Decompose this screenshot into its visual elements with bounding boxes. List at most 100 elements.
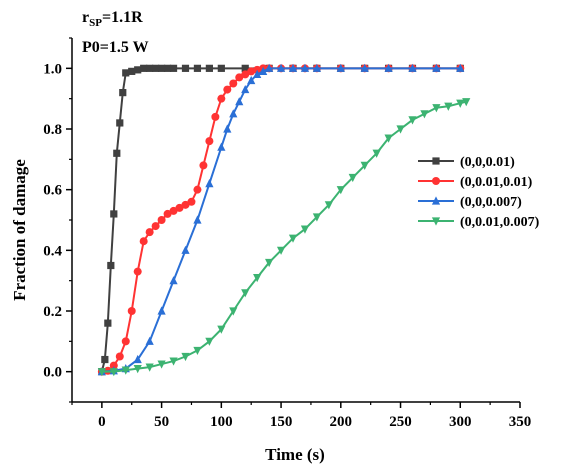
data-point <box>247 67 256 76</box>
y-axis-title: Fraction of damage <box>10 159 29 301</box>
data-point <box>217 142 226 151</box>
data-point <box>384 134 393 143</box>
data-point <box>432 104 441 113</box>
data-point <box>128 67 136 75</box>
data-point <box>140 64 148 72</box>
x-tick-label: 50 <box>154 414 169 430</box>
legend-item: (0,0,0.01) <box>418 155 515 170</box>
legend-item: (0,0,0.007) <box>418 195 522 210</box>
data-point <box>420 110 429 119</box>
data-point <box>396 125 405 134</box>
data-point <box>300 63 310 72</box>
data-point <box>97 368 106 377</box>
x-axis-title: Time (s) <box>265 445 325 464</box>
data-point <box>145 363 154 372</box>
x-tick-label: 250 <box>389 414 412 430</box>
data-point <box>122 69 130 77</box>
data-point <box>169 206 178 215</box>
y-tick-label: 0.4 <box>43 243 62 259</box>
data-point <box>169 276 178 285</box>
data-point <box>253 274 262 283</box>
data-point <box>169 357 178 366</box>
data-point <box>181 352 190 362</box>
x-tick-label: 200 <box>330 414 353 430</box>
data-point <box>145 336 154 345</box>
data-point <box>134 66 142 74</box>
data-point <box>127 307 136 315</box>
data-point <box>217 64 225 72</box>
annotation-rsp: rSP=1.1R <box>82 9 143 29</box>
data-point <box>360 63 369 72</box>
series-group <box>97 98 471 377</box>
data-point <box>408 116 417 125</box>
data-point <box>193 346 202 356</box>
series-layer <box>97 63 471 377</box>
data-point <box>300 225 310 234</box>
data-point <box>462 98 471 107</box>
data-point <box>115 352 124 361</box>
data-point <box>229 79 238 88</box>
data-point <box>241 64 249 72</box>
data-point <box>163 64 172 72</box>
annotation-rsp-value: =1.1R <box>102 9 143 26</box>
data-point <box>217 94 226 103</box>
data-point <box>157 306 166 315</box>
data-point <box>276 63 286 72</box>
data-point <box>444 102 453 111</box>
x-tick-label: 350 <box>509 414 532 430</box>
data-point <box>139 237 148 246</box>
data-point <box>157 216 166 224</box>
data-point <box>199 161 208 170</box>
data-point <box>181 245 190 254</box>
data-point <box>276 246 286 255</box>
data-point <box>223 124 232 133</box>
data-point <box>181 200 190 209</box>
data-point <box>205 179 214 188</box>
data-point <box>288 63 298 72</box>
annotation-rsp-main: r <box>82 9 89 26</box>
data-point <box>324 201 333 210</box>
data-point <box>312 63 322 72</box>
data-point <box>456 63 465 72</box>
data-point <box>205 64 213 72</box>
data-point <box>265 258 274 268</box>
tick-label-layer: 0 50 100 150 200 250 300 350 0.0 0.2 0.4 0.6 0.8 1.0 <box>43 61 531 430</box>
series-line <box>101 100 467 373</box>
data-point <box>175 203 184 212</box>
series-group <box>97 64 465 376</box>
data-point <box>151 222 160 231</box>
annotation-power: P0=1.5 W <box>82 39 149 56</box>
data-point <box>119 89 127 97</box>
data-point <box>205 337 214 346</box>
x-tick-label: 150 <box>270 414 293 430</box>
data-point <box>312 213 322 222</box>
legend: (0,0,0.01) (0,0.01,0.01) (0,0,0.007) (0,0.0… <box>418 155 540 230</box>
data-point <box>241 289 250 298</box>
data-point <box>109 368 118 377</box>
data-point <box>336 186 345 195</box>
data-point <box>169 64 178 72</box>
legend-label: (0,0.01,0.01) <box>460 175 533 190</box>
series-group <box>97 63 465 376</box>
data-point <box>181 64 190 72</box>
data-point <box>193 185 202 194</box>
y-tick-label: 0.6 <box>43 183 62 199</box>
data-point <box>211 112 220 121</box>
data-point <box>229 109 238 118</box>
data-point <box>157 360 166 369</box>
data-point <box>121 337 130 346</box>
x-tick-label: 0 <box>98 414 106 430</box>
y-tick-label: 0.2 <box>43 304 62 320</box>
data-point <box>193 215 202 224</box>
data-point <box>235 97 244 106</box>
legend-item: (0,0.01,0.007) <box>418 215 540 230</box>
data-point <box>241 84 250 94</box>
data-point <box>384 63 393 72</box>
data-point <box>113 149 121 157</box>
data-point <box>456 99 465 108</box>
data-point <box>348 173 357 183</box>
legend-swatch-marker <box>431 217 441 226</box>
data-point <box>372 149 381 158</box>
annotation-rsp-subscript: SP <box>89 17 102 29</box>
